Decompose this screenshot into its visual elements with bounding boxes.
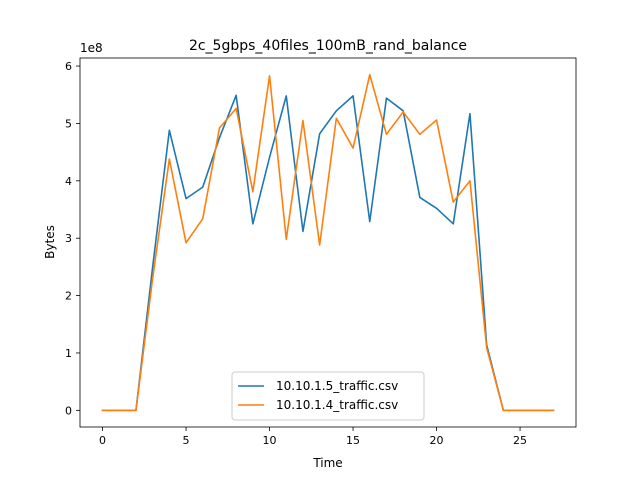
x-axis-label: Time	[312, 456, 342, 470]
y-tick-label: 6	[65, 60, 72, 73]
x-tick-label: 20	[430, 434, 444, 447]
series-lines	[101, 73, 555, 412]
x-tick-label: 5	[183, 434, 190, 447]
series-line-2	[101, 73, 555, 412]
x-tick-label: 10	[263, 434, 277, 447]
y-tick-label: 0	[65, 404, 72, 417]
chart-title: 2c_5gbps_40files_100mB_rand_balance	[189, 38, 467, 54]
y-tick-label: 5	[65, 117, 72, 130]
y-tick-label: 1	[65, 347, 72, 360]
legend-label: 10.10.1.4_traffic.csv	[276, 398, 398, 412]
axes: 0 5 10 15 20 25 0 1 2 3 4 5 6	[65, 60, 527, 447]
y-axis-label: Bytes	[43, 225, 57, 259]
x-tick-label: 15	[346, 434, 360, 447]
y-tick-label: 3	[65, 232, 72, 245]
plot-frame	[79, 57, 577, 428]
legend: 10.10.1.5_traffic.csv 10.10.1.4_traffic.c…	[231, 371, 425, 421]
y-tick-label: 4	[65, 175, 72, 188]
x-tick-label: 0	[99, 434, 106, 447]
legend-box	[231, 371, 425, 421]
x-tick-label: 25	[513, 434, 527, 447]
legend-label: 10.10.1.5_traffic.csv	[276, 379, 398, 393]
series-line-1	[101, 94, 555, 412]
y-axis-offset-label: 1e8	[80, 41, 103, 55]
y-tick-label: 2	[65, 290, 72, 303]
